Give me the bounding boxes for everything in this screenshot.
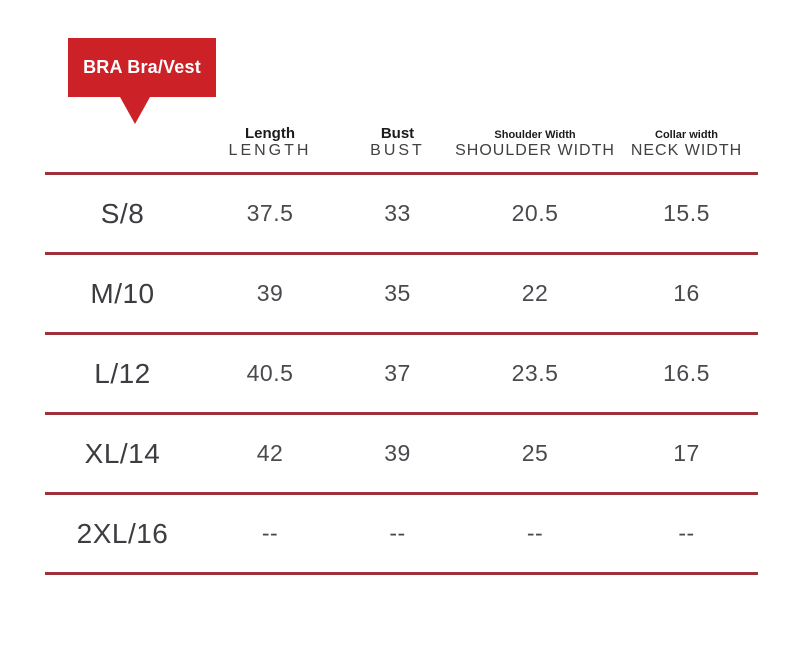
header-bust-secondary: BUST: [370, 142, 425, 159]
header-shoulder-secondary: SHOULDER WIDTH: [455, 142, 615, 159]
header-bust-primary: Bust: [380, 124, 415, 142]
cell-shoulder-width: 23.5: [511, 360, 559, 386]
header-length-secondary: LENGTH: [228, 142, 312, 159]
size-label: S/8: [100, 197, 145, 229]
table-row: 2XL/16 -- -- -- --: [45, 495, 758, 575]
cell-bust: 37: [384, 360, 411, 386]
header-shoulder-primary: Shoulder Width: [494, 128, 576, 141]
header-neck-width: Collar width NECK WIDTH: [615, 100, 758, 172]
cell-neck-width: 16.5: [663, 360, 710, 386]
cell-length: --: [261, 520, 279, 546]
table-row: L/12 40.5 37 23.5 16.5: [45, 335, 758, 415]
header-length-primary: Length: [245, 124, 295, 142]
header-shoulder-width: Shoulder Width SHOULDER WIDTH: [455, 100, 615, 172]
category-badge-label: BRA Bra/Vest: [83, 57, 201, 77]
size-label: XL/14: [84, 437, 161, 469]
table-row: M/10 39 35 22 16: [45, 255, 758, 335]
cell-neck-width: 16: [673, 280, 700, 306]
size-label: M/10: [90, 277, 155, 309]
cell-neck-width: 17: [673, 440, 700, 466]
table-header-row: Length LENGTH Bust BUST Shoulder Width S…: [45, 100, 758, 175]
header-bust: Bust BUST: [340, 100, 455, 172]
cell-length: 39: [256, 280, 284, 306]
cell-length: 40.5: [246, 360, 294, 386]
cell-bust: --: [389, 520, 406, 546]
header-size-column: [45, 100, 200, 172]
category-badge: BRA Bra/Vest: [68, 38, 216, 124]
size-label: 2XL/16: [76, 517, 169, 549]
header-collar-primary: Collar width: [655, 128, 718, 141]
header-neck-secondary: NECK WIDTH: [630, 142, 743, 159]
cell-shoulder-width: --: [526, 520, 544, 546]
cell-length: 42: [256, 440, 284, 466]
cell-length: 37.5: [246, 200, 294, 226]
table-row: S/8 37.5 33 20.5 15.5: [45, 175, 758, 255]
table-row: XL/14 42 39 25 17: [45, 415, 758, 495]
cell-shoulder-width: 20.5: [511, 200, 559, 226]
cell-shoulder-width: 22: [521, 280, 549, 306]
header-length: Length LENGTH: [200, 100, 340, 172]
cell-bust: 39: [384, 440, 411, 466]
cell-bust: 35: [384, 280, 411, 306]
size-table: Length LENGTH Bust BUST Shoulder Width S…: [45, 100, 758, 575]
cell-shoulder-width: 25: [521, 440, 549, 466]
cell-neck-width: --: [678, 520, 695, 546]
cell-bust: 33: [384, 200, 411, 226]
size-label: L/12: [94, 357, 151, 389]
cell-neck-width: 15.5: [663, 200, 710, 226]
badge-pointer-icon: [120, 97, 150, 124]
